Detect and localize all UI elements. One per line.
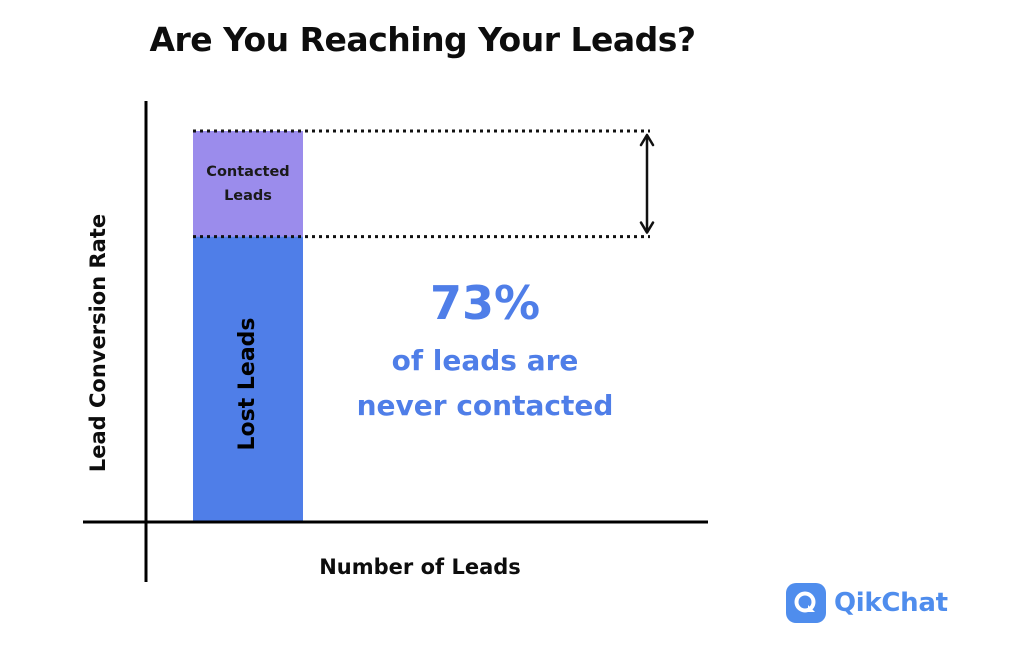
double-arrow-head-bottom <box>639 221 655 234</box>
stat-caption-line2: never contacted <box>356 389 614 422</box>
lost-leads-label: Lost Leads <box>235 317 260 451</box>
contacted-leads-label: Contacted Leads <box>193 160 303 208</box>
y-axis-label: Lead Conversion Rate <box>86 213 110 473</box>
bar-contacted-leads <box>193 131 303 237</box>
bar-group <box>193 131 303 522</box>
contacted-label-line1: Contacted <box>206 163 290 180</box>
double-arrow-head-top <box>639 133 655 147</box>
qikchat-logo: QikChat <box>786 582 948 624</box>
axes <box>83 101 708 582</box>
stat-caption-line1: of leads are <box>391 344 579 377</box>
stat-callout: 73% of leads are never contacted <box>340 272 630 428</box>
contacted-label-line2: Leads <box>224 187 272 204</box>
guide-lines <box>193 129 655 239</box>
stat-value: 73% <box>429 276 541 330</box>
chart-title: Are You Reaching Your Leads? <box>149 20 696 59</box>
qikchat-logo-icon <box>786 583 826 623</box>
x-axis-label: Number of Leads <box>319 555 521 579</box>
stat-caption: of leads are never contacted <box>340 338 630 428</box>
bar-lost-leads <box>193 236 303 522</box>
qikchat-logo-text: QikChat <box>834 588 948 618</box>
